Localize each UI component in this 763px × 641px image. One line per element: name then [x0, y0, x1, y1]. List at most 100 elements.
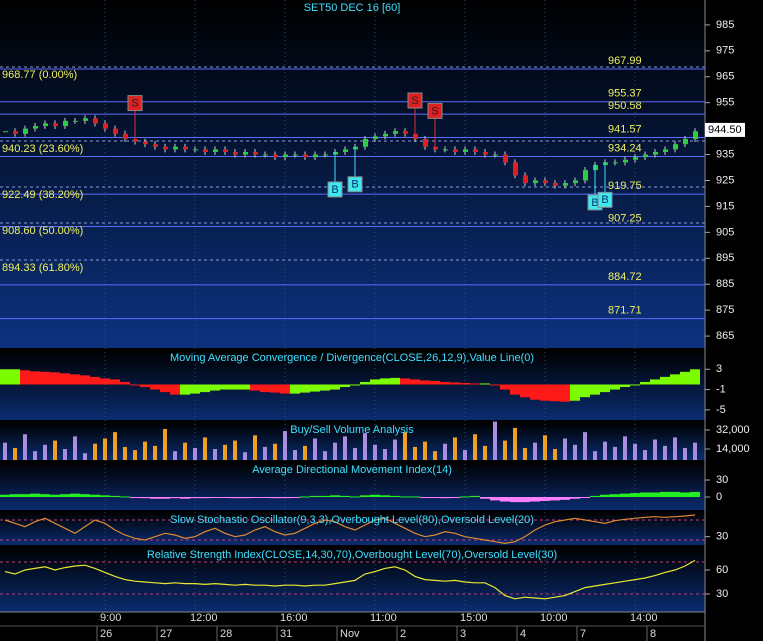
volume-bar: [593, 451, 597, 460]
hist-bar: [350, 384, 360, 386]
date-label: 8: [650, 628, 656, 640]
hist-bar: [630, 493, 640, 498]
hist-bar: [680, 371, 690, 385]
candle: [683, 138, 688, 145]
hist-bar: [330, 495, 340, 498]
hist-bar: [20, 494, 30, 498]
volume-bar: [163, 428, 167, 460]
y-tick-label: 885: [716, 278, 734, 290]
y-tick-label: 30: [716, 474, 728, 486]
candle: [373, 136, 378, 139]
x-tick-label: 15:00: [460, 612, 488, 624]
hist-bar: [460, 496, 470, 498]
level-label: 871.71: [608, 305, 642, 317]
signal-label: B: [591, 197, 598, 209]
hist-bar: [230, 384, 240, 390]
candle: [83, 118, 88, 121]
hist-bar: [500, 497, 510, 502]
volume-bar: [283, 431, 287, 460]
signal-label: S: [131, 97, 138, 109]
volume-bar: [343, 436, 347, 460]
candle: [193, 149, 198, 151]
candle: [263, 154, 268, 156]
hist-bar: [30, 493, 40, 498]
hist-bar: [310, 384, 320, 392]
hist-bar: [10, 369, 20, 385]
y-tick-label: 925: [716, 174, 734, 186]
volume-bar: [503, 440, 507, 460]
volume-bar: [13, 447, 17, 460]
volume-bar: [393, 439, 397, 460]
hist-bar: [540, 497, 550, 501]
hist-bar: [450, 497, 460, 499]
hist-bar: [240, 384, 250, 390]
hist-bar: [250, 497, 260, 499]
candle: [653, 151, 658, 155]
candle: [673, 144, 678, 150]
volume-bar: [653, 439, 657, 460]
date-label: 2: [400, 628, 406, 640]
panel-title: Slow Stochastic Oscillator(9,3,3),Overbo…: [170, 514, 534, 526]
volume-bar: [273, 443, 277, 460]
x-tick-label: 9:00: [100, 612, 121, 624]
hist-bar: [490, 384, 500, 386]
volume-bar: [643, 450, 647, 460]
volume-bar: [353, 447, 357, 460]
hist-bar: [620, 384, 630, 388]
candle: [103, 123, 108, 129]
last-price: 944.50: [708, 124, 742, 136]
hist-bar: [210, 497, 220, 499]
hist-bar: [340, 495, 350, 498]
candle: [443, 149, 448, 151]
candle: [383, 133, 388, 137]
volume-bar: [363, 433, 367, 460]
indicator-line: [4, 514, 696, 544]
hist-bar: [130, 497, 140, 499]
y-tick-label: -1: [716, 383, 726, 395]
hist-bar: [420, 380, 430, 385]
candle: [253, 151, 258, 155]
hist-bar: [180, 497, 190, 499]
candle: [223, 149, 228, 152]
hist-bar: [320, 495, 330, 498]
volume-panel: [0, 422, 705, 460]
hist-bar: [170, 497, 180, 499]
volume-bar: [493, 421, 497, 460]
candle: [543, 180, 548, 184]
volume-bar: [553, 449, 557, 460]
candle: [113, 128, 118, 134]
hist-bar: [530, 497, 540, 502]
hist-bar: [370, 494, 380, 498]
y-tick-label: 875: [716, 304, 734, 316]
volume-bar: [323, 451, 327, 460]
indicator-line: [4, 559, 696, 600]
hist-bar: [80, 375, 90, 385]
hist-bar: [430, 497, 440, 499]
volume-bar: [373, 444, 377, 460]
volume-bar: [453, 437, 457, 460]
hist-bar: [60, 373, 70, 385]
signal-box: [427, 102, 443, 119]
date-label: 7: [580, 628, 586, 640]
adx-panel: [0, 462, 705, 510]
volume-bar: [23, 434, 27, 460]
volume-bar: [463, 450, 467, 460]
volume-bar: [223, 444, 227, 460]
candle: [313, 154, 318, 158]
fib-label: 908.60 (50.00%): [2, 225, 83, 237]
volume-bar: [153, 445, 157, 460]
candle: [63, 120, 68, 127]
hist-bar: [340, 384, 350, 388]
volume-bar: [213, 449, 217, 460]
y-tick-label: 865: [716, 330, 734, 342]
candle: [553, 183, 558, 186]
date-label: 3: [460, 628, 466, 640]
volume-bar: [573, 444, 577, 460]
hist-bar: [200, 384, 210, 393]
hist-bar: [640, 492, 650, 498]
hist-bar: [600, 384, 610, 393]
candle: [243, 151, 248, 155]
hist-bar: [70, 374, 80, 385]
signal-box: [407, 92, 423, 109]
hist-bar: [500, 384, 510, 390]
